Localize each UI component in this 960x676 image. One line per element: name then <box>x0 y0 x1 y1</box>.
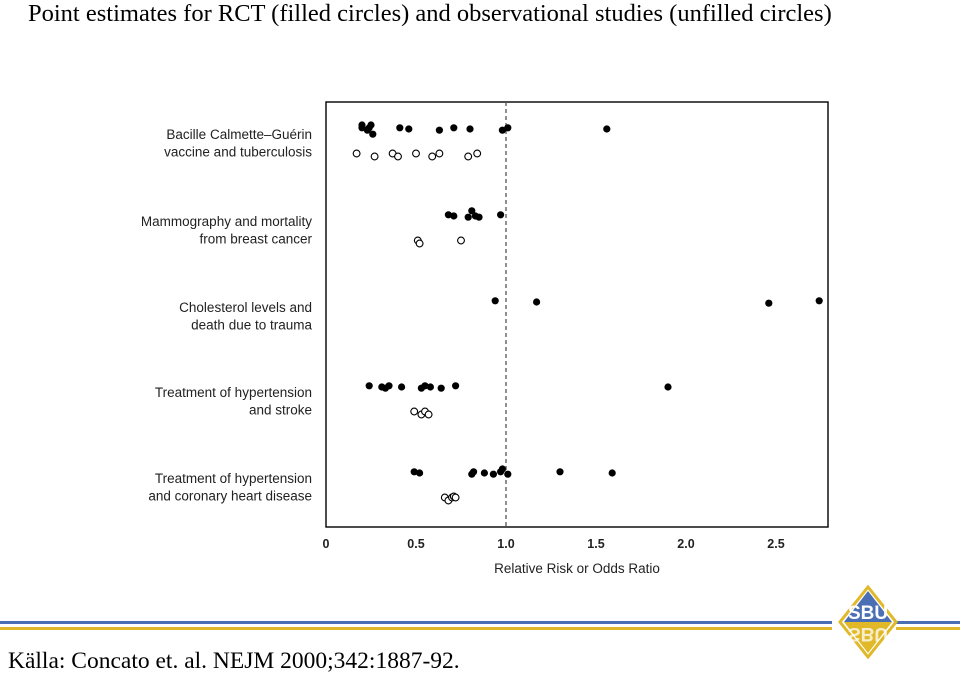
footer-band-yellow <box>0 627 832 630</box>
rct-point <box>504 124 512 132</box>
x-axis-label: Relative Risk or Odds Ratio <box>494 561 660 576</box>
observational-point <box>352 149 361 158</box>
x-tick-label: 0.5 <box>407 537 424 551</box>
rct-point <box>435 126 443 134</box>
footer-band-yellow-right <box>896 627 960 630</box>
rct-point <box>385 382 393 390</box>
x-tick-label: 2.5 <box>767 537 784 551</box>
observational-point <box>435 149 444 158</box>
rct-point <box>367 121 375 129</box>
group-label-line: Mammography and mortality <box>141 214 312 229</box>
rct-point <box>437 384 445 392</box>
observational-point <box>424 410 433 419</box>
observational-point <box>410 407 419 416</box>
rct-point <box>470 468 478 476</box>
observational-point <box>394 152 402 161</box>
rct-point <box>426 383 434 391</box>
slide-title: Point estimates for RCT (filled circles)… <box>28 0 832 27</box>
rct-point <box>815 297 823 305</box>
rct-point <box>475 213 483 221</box>
rct-point <box>491 297 499 305</box>
rct-point <box>504 470 512 478</box>
observational-point <box>473 149 482 158</box>
rct-point <box>358 121 366 129</box>
group-label-line: vaccine and tuberculosis <box>164 145 312 160</box>
rct-point <box>369 130 377 138</box>
rct-point <box>765 299 773 307</box>
rct-point <box>396 124 404 132</box>
group-label-line: from breast cancer <box>199 232 312 247</box>
rct-point <box>480 469 488 477</box>
sbu-logo: SBU SBU <box>838 585 898 659</box>
rct-point <box>452 382 460 390</box>
rct-point <box>608 469 616 477</box>
rct-point <box>410 468 418 476</box>
rct-point <box>533 298 541 306</box>
x-tick-label: 1.5 <box>587 537 604 551</box>
rct-point <box>464 213 472 221</box>
rct-point <box>468 207 476 215</box>
observational-point <box>457 236 465 245</box>
rct-point <box>405 125 413 133</box>
rct-point <box>365 382 373 390</box>
observational-point <box>412 149 420 158</box>
rct-point <box>664 383 672 391</box>
observational-point <box>464 152 473 161</box>
observational-point <box>451 493 460 502</box>
x-tick-label: 0 <box>323 537 330 551</box>
x-tick-label: 2.0 <box>677 537 694 551</box>
observational-point <box>370 152 379 161</box>
group-label-line: and coronary heart disease <box>148 489 312 504</box>
rct-point <box>398 383 406 391</box>
group-label-line: Bacille Calmette–Guérin <box>166 127 312 142</box>
rct-point <box>444 211 452 219</box>
group-label-line: death due to trauma <box>191 318 312 333</box>
rct-point <box>497 211 505 219</box>
group-label-line: Treatment of hypertension <box>155 471 312 486</box>
x-tick-label: 1.0 <box>497 537 514 551</box>
group-label-line: Treatment of hypertension <box>155 385 312 400</box>
footer-band-blue <box>0 621 832 624</box>
rct-point <box>489 470 497 478</box>
rct-point <box>466 125 474 133</box>
observational-point <box>428 152 437 161</box>
footer-band-blue-right <box>896 621 960 624</box>
group-label-line: Cholesterol levels and <box>179 300 312 315</box>
plot-frame <box>325 101 829 528</box>
sbu-logo-text-mirror: SBU <box>848 623 888 644</box>
rct-point <box>450 124 458 132</box>
group-label-line: and stroke <box>249 403 312 418</box>
rct-point <box>498 126 506 134</box>
sbu-logo-text: SBU <box>848 603 888 624</box>
rct-point <box>416 469 424 477</box>
rct-point <box>603 125 611 133</box>
rct-point <box>421 382 429 390</box>
rct-point <box>556 468 564 476</box>
rct-point <box>498 465 506 473</box>
source-citation: Källa: Concato et. al. NEJM 2000;342:188… <box>8 648 460 674</box>
rct-point <box>450 212 458 220</box>
observational-point <box>415 239 424 248</box>
